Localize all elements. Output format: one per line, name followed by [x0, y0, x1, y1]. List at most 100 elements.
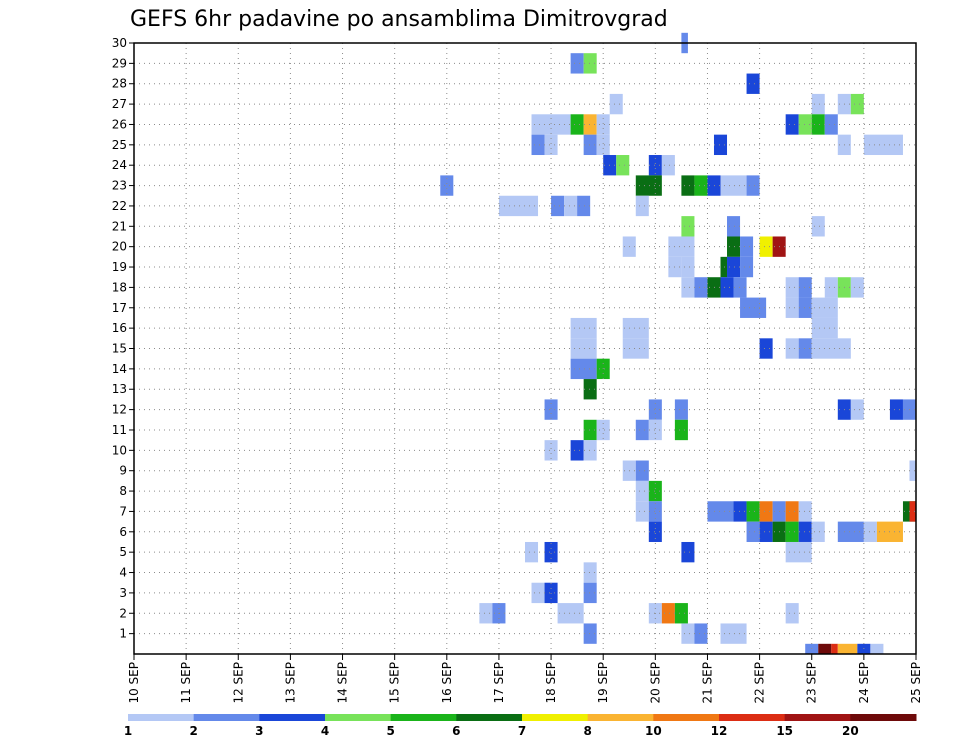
colorbar-swatch — [325, 714, 392, 721]
y-tick-label: 15 — [112, 342, 127, 356]
heatmap-cell — [727, 256, 741, 278]
x-tick-label: 10 SEP — [127, 662, 141, 704]
heatmap-cell — [850, 399, 864, 420]
heatmap-cell — [811, 114, 825, 135]
heatmap-cell — [818, 643, 832, 654]
heatmap-cell — [551, 195, 565, 217]
heatmap-cell — [674, 419, 688, 441]
heatmap-cell — [583, 582, 597, 604]
x-tick-label: 12 SEP — [231, 662, 245, 704]
y-tick-label: 4 — [119, 566, 127, 580]
colorbar-swatch — [390, 714, 457, 721]
heatmap-cell — [648, 419, 662, 441]
x-tick-label: 22 SEP — [753, 662, 767, 704]
heatmap-cell — [635, 175, 662, 196]
heatmap-cell — [863, 134, 903, 156]
heatmap-cell — [707, 277, 721, 298]
heatmap-cell — [785, 541, 812, 563]
y-tick-label: 5 — [119, 545, 127, 559]
y-tick-label: 24 — [112, 158, 127, 172]
colorbar-label: 6 — [452, 724, 460, 738]
heatmap-cell — [681, 277, 695, 298]
y-axis: 1234567891011121314151617181920212223242… — [112, 36, 134, 641]
heatmap-cell — [583, 379, 597, 400]
heatmap-cell — [635, 195, 649, 217]
chart-title: GEFS 6hr padavine po ansamblima Dimitrov… — [130, 7, 668, 32]
y-tick-label: 27 — [112, 97, 127, 111]
heatmap-cells — [440, 32, 916, 654]
heatmap-cell — [564, 195, 578, 217]
heatmap-cell — [694, 277, 708, 298]
heatmap-cell — [583, 134, 597, 156]
heatmap-cell — [694, 175, 708, 196]
y-tick-label: 29 — [112, 56, 127, 70]
heatmap-cell — [727, 236, 741, 257]
heatmap-cell — [720, 256, 728, 278]
heatmap-cell — [759, 236, 773, 257]
heatmap-cell — [759, 521, 773, 542]
heatmap-cell — [707, 175, 721, 196]
heatmap-cell — [648, 501, 662, 522]
y-tick-label: 20 — [112, 240, 127, 254]
colorbar-label: 10 — [645, 724, 662, 738]
heatmap-cell — [648, 480, 662, 502]
heatmap-cell — [727, 216, 741, 237]
heatmap-cell — [635, 501, 649, 522]
colorbar-label: 3 — [255, 724, 263, 738]
heatmap-cell — [661, 603, 675, 624]
heatmap-cell — [740, 297, 767, 318]
heatmap-cell — [648, 155, 662, 176]
heatmap-cell — [635, 419, 649, 441]
heatmap-cell — [811, 216, 825, 237]
colorbar-swatch — [456, 714, 523, 721]
heatmap-cell — [870, 643, 884, 654]
heatmap-cell — [909, 460, 916, 481]
heatmap-cell — [531, 582, 545, 604]
heatmap-cell — [798, 338, 812, 359]
heatmap-cell — [824, 114, 838, 135]
heatmap-cell — [707, 501, 734, 522]
colorbar-label: 4 — [321, 724, 329, 738]
x-tick-label: 19 SEP — [596, 662, 610, 704]
y-tick-label: 16 — [112, 321, 127, 335]
heatmap-cell — [798, 297, 812, 318]
colorbar-swatch — [784, 714, 851, 721]
heatmap-cell — [440, 175, 454, 196]
heatmap-cell — [746, 501, 760, 522]
colorbar-swatch — [587, 714, 654, 721]
heatmap-cell — [668, 236, 695, 257]
heatmap-cell — [681, 256, 695, 278]
heatmap-cell — [544, 582, 558, 604]
colorbar-label: 2 — [189, 724, 197, 738]
x-tick-label: 18 SEP — [544, 662, 558, 704]
heatmap-cell — [785, 521, 799, 542]
heatmap-cell — [648, 399, 662, 420]
x-tick-label: 13 SEP — [283, 662, 297, 704]
heatmap-cell — [740, 236, 754, 257]
heatmap-cell — [648, 521, 662, 542]
heatmap-cell — [863, 521, 877, 542]
heatmap-cell — [720, 175, 747, 196]
x-tick-label: 17 SEP — [492, 662, 506, 704]
heatmap-cell — [609, 93, 623, 115]
colorbar-label: 5 — [386, 724, 394, 738]
heatmap-cell — [498, 195, 539, 217]
y-tick-label: 10 — [112, 443, 127, 457]
heatmap-cell — [661, 155, 675, 176]
x-tick-label: 11 SEP — [179, 662, 193, 704]
heatmap-cell — [909, 501, 916, 522]
y-tick-label: 7 — [119, 504, 127, 518]
heatmap-cell — [681, 175, 695, 196]
x-tick-label: 15 SEP — [388, 662, 402, 704]
heatmap-cell — [525, 541, 539, 563]
x-tick-label: 25 SEP — [909, 662, 923, 704]
heatmap-cell — [635, 460, 649, 481]
heatmap-cell — [596, 114, 610, 135]
heatmap-cell — [570, 53, 584, 74]
colorbar-swatch — [128, 714, 195, 721]
heatmap-cell — [713, 134, 728, 156]
heatmap-cell — [746, 521, 760, 542]
y-tick-label: 30 — [112, 36, 127, 50]
y-tick-label: 12 — [112, 403, 127, 417]
colorbar-swatch — [850, 714, 917, 721]
